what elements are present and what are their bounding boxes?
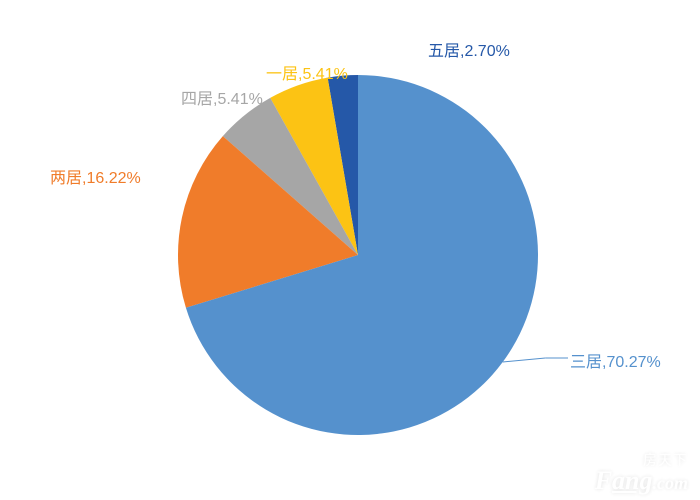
slice-label-四居: 四居,5.41%	[181, 85, 263, 109]
pie-chart-svg	[0, 0, 700, 500]
slice-label-五居: 五居,2.70%	[428, 37, 510, 61]
watermark-logo: 房天下 Fang.com	[595, 456, 688, 492]
slice-label-三居: 三居,70.27%	[570, 348, 661, 372]
slice-label-一居: 一居,5.41%	[266, 60, 348, 84]
slice-label-两居: 两居,16.22%	[50, 164, 141, 188]
watermark-main-text: Fang.com	[595, 469, 688, 492]
pie-chart-container: 五居,2.70% 一居,5.41%四居,5.41% 两居,16.22% 三居,70.2…	[0, 0, 700, 500]
